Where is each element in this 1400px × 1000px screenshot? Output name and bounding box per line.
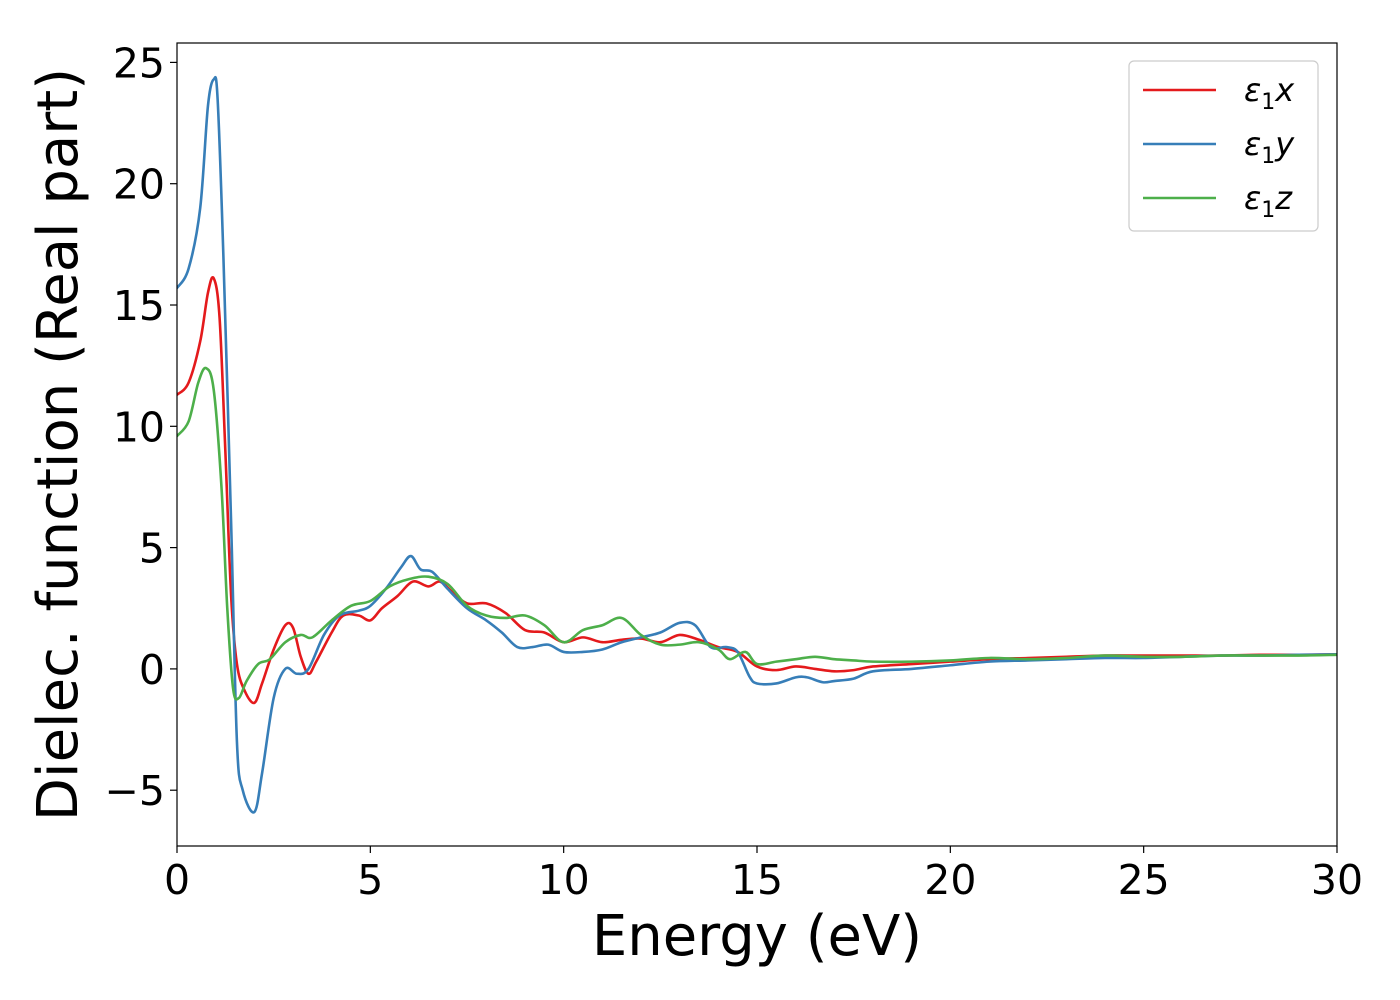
y-tick-label: 10 [113,403,165,451]
x-tick-label: 25 [1118,856,1170,904]
x-tick-label: 20 [924,856,976,904]
series-line-x [177,276,1337,705]
x-tick-label: 15 [731,856,783,904]
y-tick-label: 25 [113,39,165,87]
legend-label-x: ε1x [1244,71,1295,115]
axis-ticks: 0 5 10 15 20 25 30 −5 0 5 10 15 20 25 [105,39,1364,904]
y-tick-label: 20 [113,161,165,209]
legend-label-y: ε1y [1244,125,1295,169]
x-tick-label: 10 [538,856,590,904]
series-line-y [177,75,1337,814]
x-tick-label: 30 [1311,856,1363,904]
x-tick-label: 5 [357,856,383,904]
legend: ε1x ε1y ε1z [1128,60,1319,232]
y-tick-label: 15 [113,282,165,330]
plot-lines [177,75,1337,814]
y-tick-label: 0 [139,646,165,694]
legend-label-z: ε1z [1244,179,1293,223]
y-axis-title: Dielec. function (Real part) [26,68,91,821]
x-axis-title: Energy (eV) [592,904,922,969]
y-tick-label: −5 [105,767,165,815]
legend-box [1128,60,1319,232]
y-tick-label: 5 [139,525,165,573]
x-tick-label: 0 [164,856,190,904]
series-line-z [177,366,1337,701]
